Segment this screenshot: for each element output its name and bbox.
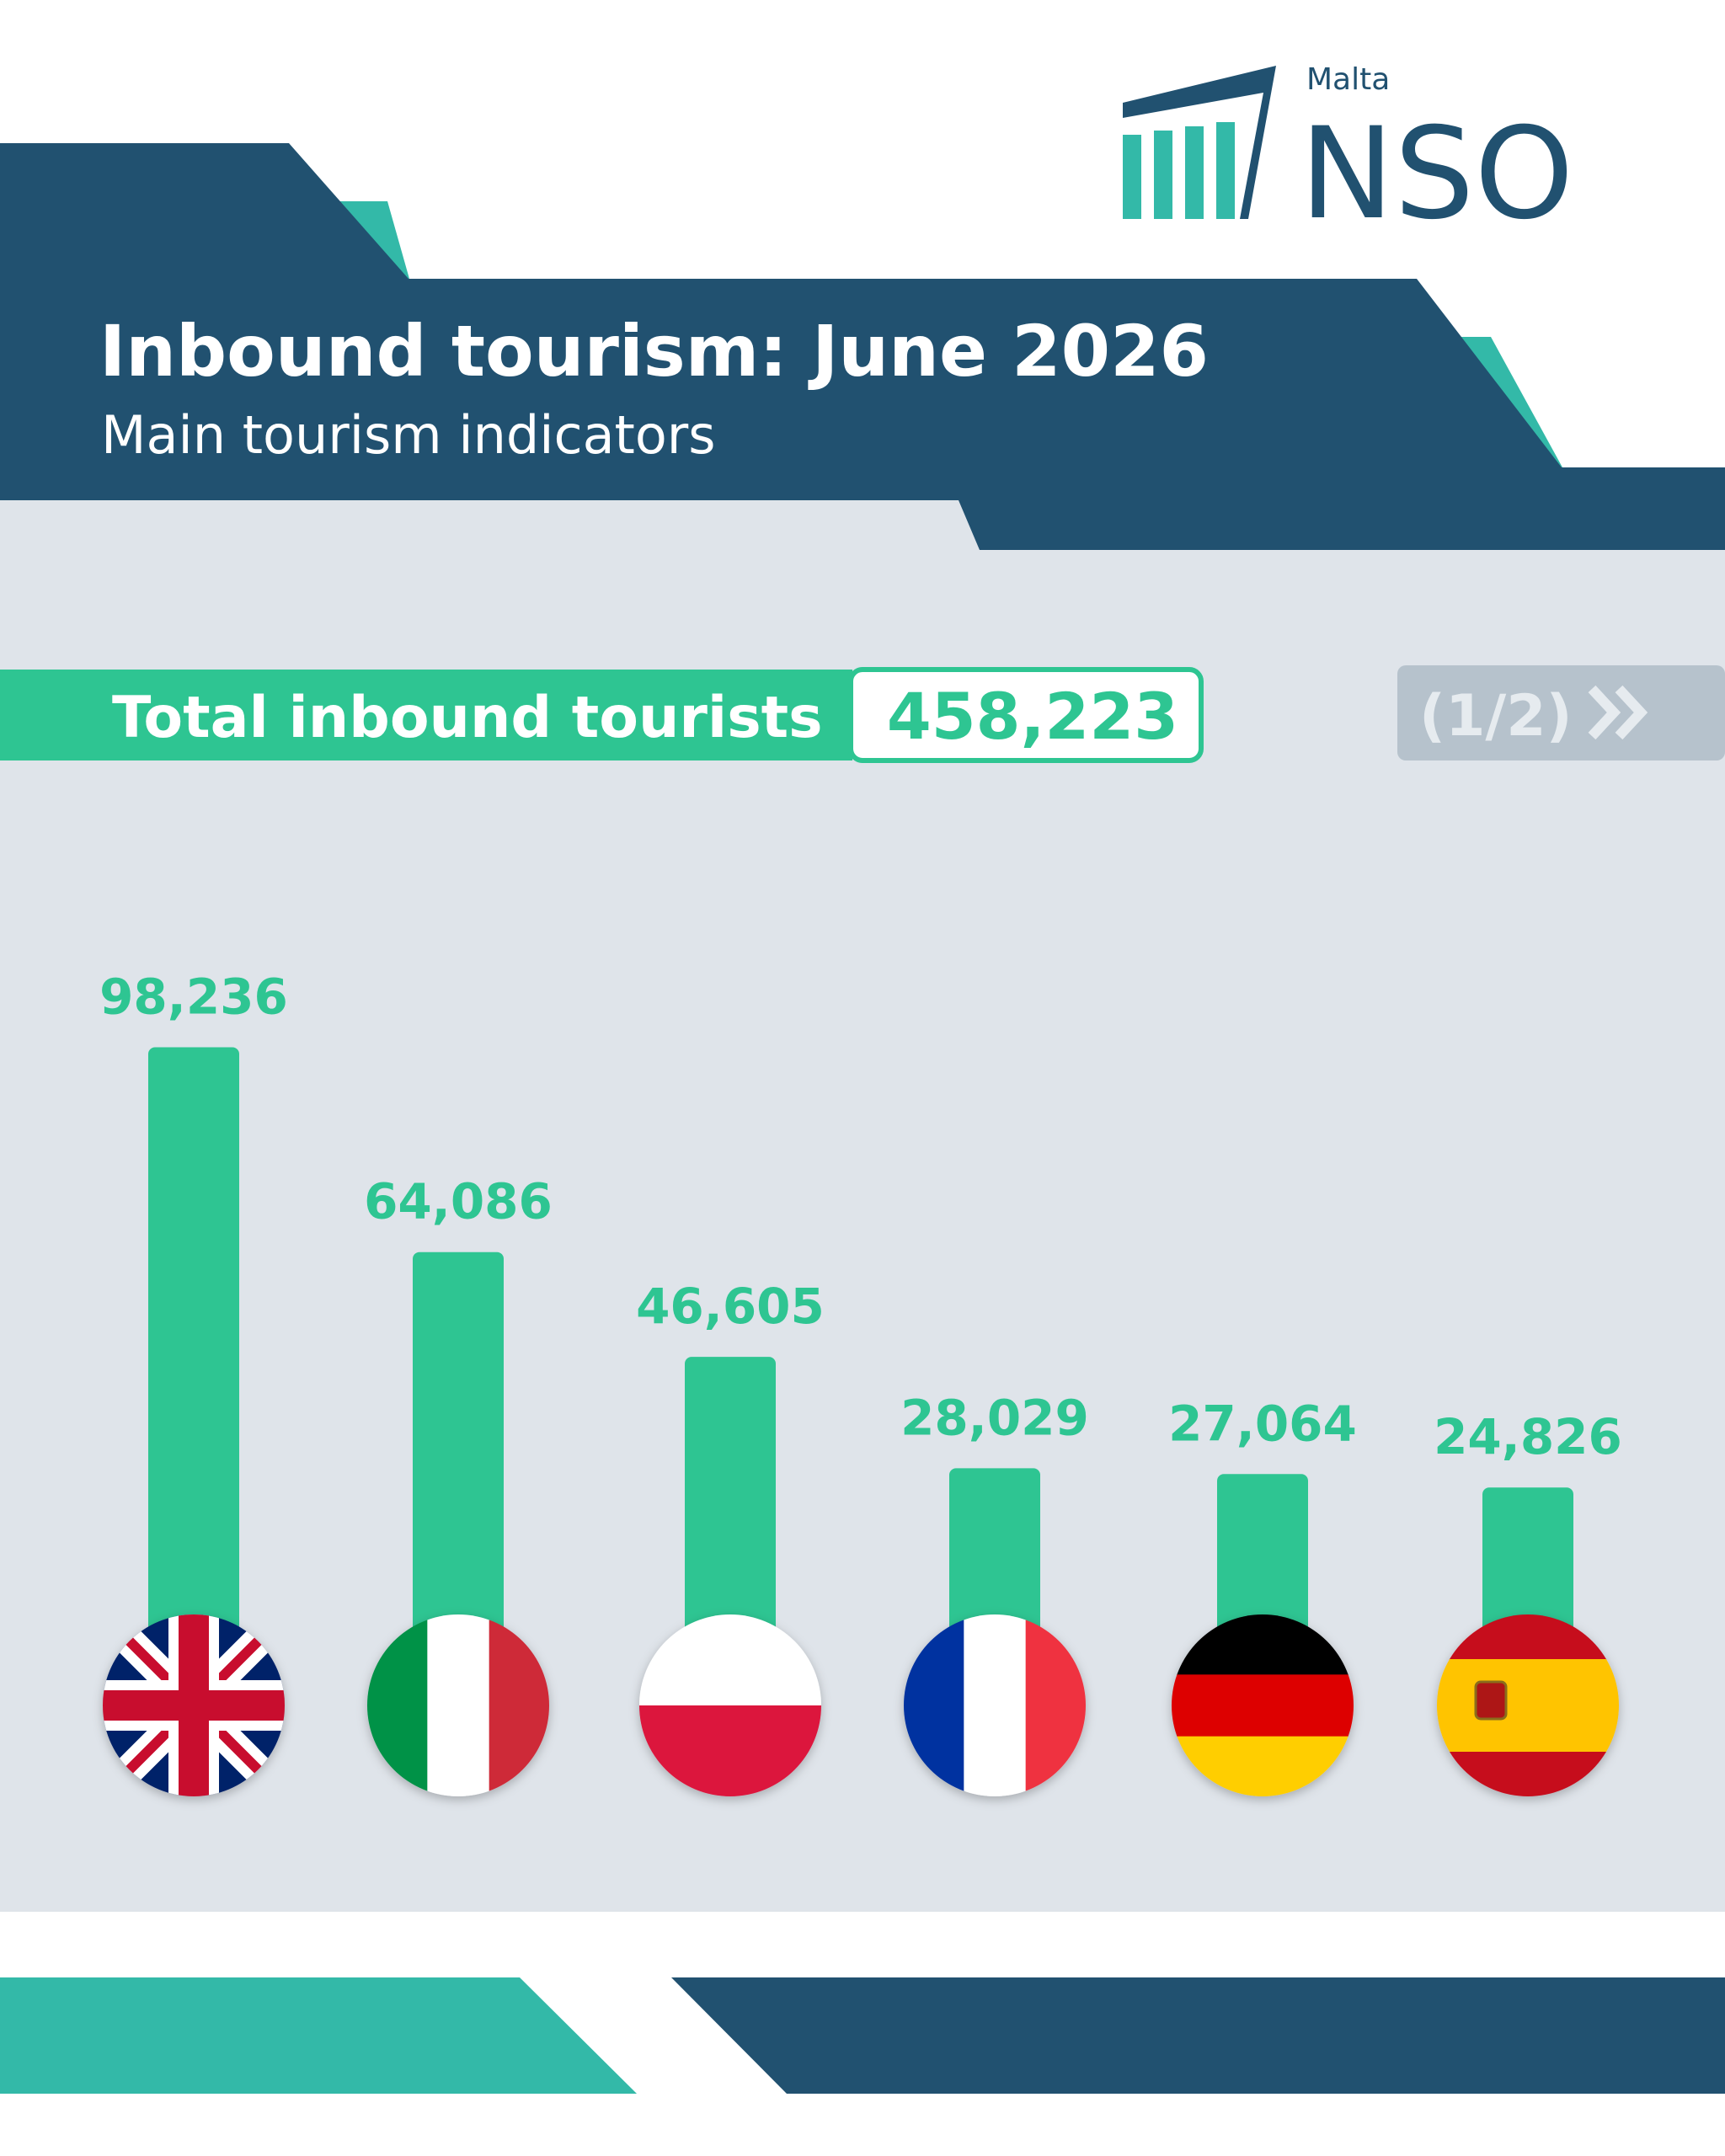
- value-label: 24,826: [1434, 1408, 1622, 1465]
- value-label: 27,064: [1168, 1395, 1357, 1452]
- bar: [148, 1047, 239, 1705]
- flag-stripe: [964, 1614, 1027, 1796]
- logo-text: NSO: [1300, 101, 1574, 248]
- logo: Malta NSO: [1123, 62, 1574, 248]
- flag-body: [367, 1614, 549, 1796]
- total-label: Total inbound tourists: [112, 685, 823, 751]
- flag: [904, 1614, 1086, 1796]
- flags: [103, 1614, 1619, 1796]
- chart-title: Inbound tourism: June 2026: [99, 310, 1209, 392]
- flag-stripe: [427, 1614, 490, 1796]
- flag-stripe: [1437, 1705, 1619, 1753]
- footer-accent: [0, 1977, 637, 2094]
- total-value: 458,223: [887, 679, 1178, 754]
- flag-stripe: [1172, 1674, 1354, 1737]
- flag: [103, 1614, 285, 1796]
- flag-emblem: [1474, 1680, 1508, 1721]
- total-band: [0, 670, 852, 760]
- flag-body: [904, 1614, 1086, 1796]
- value-label: 28,029: [900, 1389, 1089, 1446]
- flag-stripe: [1437, 1659, 1619, 1706]
- brand: Malta: [1306, 62, 1390, 97]
- value-label: 64,086: [364, 1173, 553, 1230]
- header-band: [0, 143, 1725, 550]
- flag: [367, 1614, 549, 1796]
- flag-cross: [103, 1614, 285, 1796]
- footer-band: [671, 1977, 1725, 2094]
- pager-chevron[interactable]: [1588, 685, 1648, 740]
- value-label: 98,236: [99, 969, 288, 1026]
- pager[interactable]: (1/2): [1419, 683, 1573, 750]
- flag-body: [103, 1614, 285, 1796]
- total-box: [848, 667, 1204, 763]
- bar: [413, 1251, 504, 1705]
- value-label: 46,605: [636, 1278, 825, 1335]
- chart-subtitle: Main tourism indicators: [101, 404, 716, 466]
- pager-box[interactable]: [1397, 665, 1725, 760]
- bars: 98,236 64,086 46,605 28,029 27,064 24,826: [99, 969, 1622, 1705]
